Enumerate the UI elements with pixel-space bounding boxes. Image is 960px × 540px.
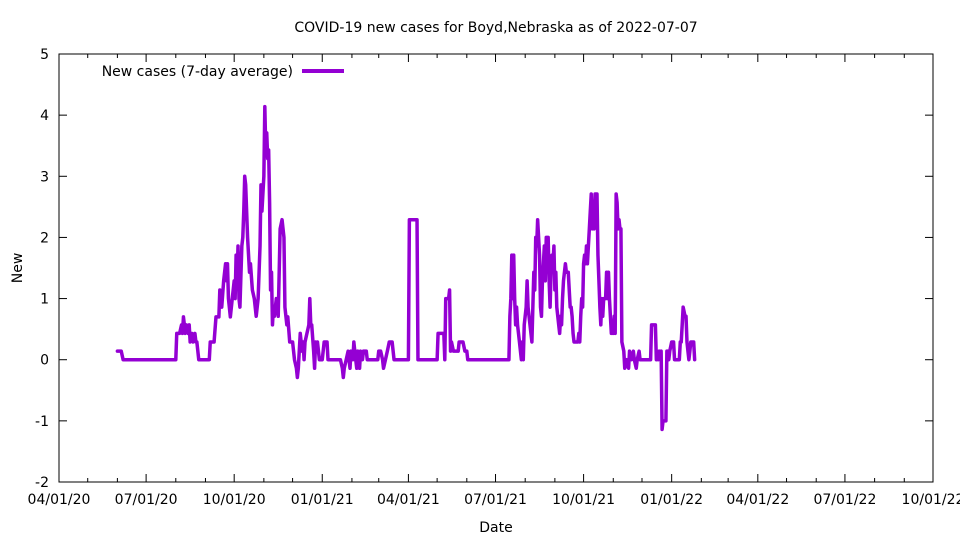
x-tick-label: 07/01/22: [813, 492, 876, 508]
x-tick-label: 04/01/20: [28, 492, 91, 508]
legend-label: New cases (7-day average): [102, 64, 293, 80]
x-axis: 04/01/20 07/01/20 10/01/20 01/01/21 04/01/21…: [28, 54, 960, 508]
y-tick-label: -2: [35, 475, 49, 491]
x-axis-label: Date: [479, 520, 512, 536]
x-tick-label: 10/01/20: [203, 492, 266, 508]
legend: New cases (7-day average): [102, 64, 344, 80]
y-tick-label: 0: [40, 353, 49, 369]
y-axis: -2 -1 0 1 2 3 4 5: [35, 47, 933, 491]
x-tick-label: 10/01/21: [552, 492, 615, 508]
y-tick-label: 5: [40, 47, 49, 63]
x-tick-label: 04/01/22: [726, 492, 789, 508]
x-tick-label: 10/01/22: [902, 492, 960, 508]
plot-area-border: [58, 53, 934, 483]
x-tick-label: 01/01/22: [640, 492, 703, 508]
series-layer: [115, 104, 697, 432]
y-tick-label: 3: [40, 169, 49, 185]
y-tick-label: -1: [35, 414, 49, 430]
y-tick-label: 4: [40, 108, 49, 124]
x-tick-label: 07/01/21: [464, 492, 527, 508]
series-line: [115, 104, 697, 432]
x-tick-label: 04/01/21: [377, 492, 440, 508]
y-axis-label: New: [10, 253, 26, 284]
y-tick-label: 2: [40, 230, 49, 246]
x-tick-label: 07/01/20: [115, 492, 178, 508]
x-tick-label: 01/01/21: [291, 492, 354, 508]
y-tick-label: 1: [40, 292, 49, 308]
chart-title: COVID-19 new cases for Boyd,Nebraska as …: [294, 20, 697, 36]
